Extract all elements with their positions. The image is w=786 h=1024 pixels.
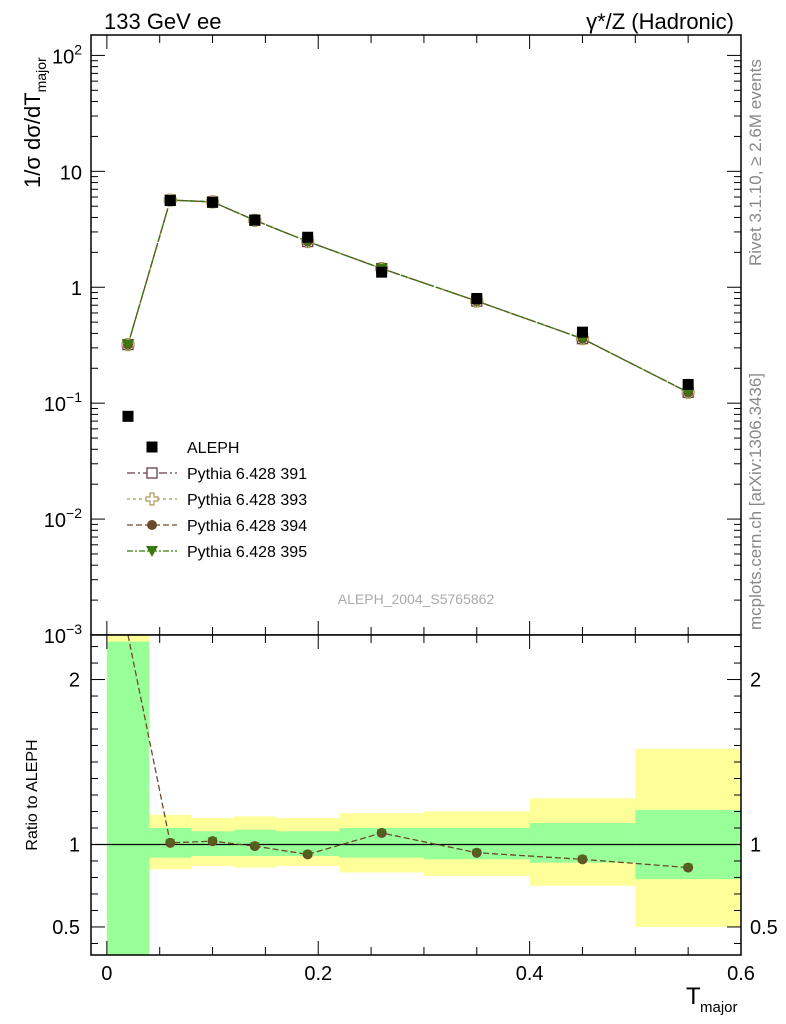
- data-point: [302, 231, 314, 243]
- main-ytick-label: 10−1: [44, 389, 82, 416]
- main-ytick-label: 10: [60, 162, 82, 184]
- legend-label: Pythia 6.428 395: [187, 544, 307, 561]
- legend-marker: [146, 467, 158, 479]
- data-point: [122, 410, 134, 422]
- svg-text:T: T: [686, 983, 701, 1010]
- data-point: [164, 195, 176, 207]
- data-point: [376, 266, 388, 278]
- legend-label: Pythia 6.428 394: [187, 518, 307, 535]
- legend-marker: [146, 546, 158, 557]
- xtick-label: 0.4: [516, 963, 544, 985]
- ratio-ytick-label: 1: [69, 834, 80, 856]
- ratio-point-overlay: [207, 837, 218, 847]
- legend-label: Pythia 6.428 391: [187, 466, 307, 483]
- series-point: [682, 387, 695, 399]
- legend-marker: [146, 441, 158, 453]
- xtick-label: 0: [101, 963, 112, 985]
- main-panel: 102 10 1 10−1 10−2 10−3 ALEPH Pythia 6.428 391 P…: [44, 34, 742, 648]
- band-inner: [106, 641, 150, 955]
- ratio-ytick-label-right: 0.5: [750, 917, 778, 939]
- svg-text:major: major: [700, 999, 738, 1016]
- series-point: [121, 339, 134, 351]
- ratio-point-overlay: [376, 828, 387, 838]
- ratio-ytick-label-right: 1: [750, 834, 761, 856]
- xtick-label: 0.6: [727, 963, 755, 985]
- ratio-point-overlay: [165, 838, 176, 848]
- ratio-point-overlay: [302, 850, 313, 860]
- legend-label: ALEPH: [187, 440, 239, 457]
- ratio-point-overlay: [683, 863, 694, 873]
- header-left-title: 133 GeV ee: [104, 9, 221, 34]
- ratio-point-overlay: [471, 848, 482, 858]
- header-right-title: γ*/Z (Hadronic): [586, 9, 734, 34]
- data-point: [207, 196, 219, 208]
- ratio-point-overlay: [577, 855, 588, 865]
- main-ytick-label: 1: [71, 278, 82, 300]
- legend-marker: [147, 520, 157, 530]
- main-ylabel: 1/σ dσ/dTmajor: [20, 57, 49, 188]
- xtick-label: 0.2: [304, 963, 332, 985]
- main-ytick-label: 10−3: [44, 621, 82, 648]
- ratio-line: [127, 634, 689, 869]
- analysis-id: ALEPH_2004_S5765862: [338, 591, 495, 607]
- data-point: [682, 378, 694, 390]
- ratio-ylabel: Ratio to ALEPH: [24, 739, 41, 850]
- main-ytick-label: 10−2: [44, 505, 82, 532]
- ratio-background: [91, 635, 741, 955]
- ratio-ytick-label: 0.5: [52, 917, 80, 939]
- data-point: [576, 326, 588, 338]
- data-point: [471, 292, 483, 304]
- legend-label: Pythia 6.428 393: [187, 492, 307, 509]
- series-line: [127, 199, 689, 393]
- main-ytick-label: 102: [52, 41, 82, 68]
- side-label-mcplots: mcplots.cern.ch [arXiv:1306.3436]: [746, 373, 765, 630]
- ratio-point-overlay: [249, 842, 260, 852]
- svg-text:1/σ dσ/dTmajor: 1/σ dσ/dTmajor: [20, 57, 49, 188]
- legend: ALEPH Pythia 6.428 391 Pythia 6.428 393 Pyt…: [127, 440, 307, 561]
- ratio-ytick-label: 2: [69, 670, 80, 692]
- legend-marker: [145, 492, 159, 506]
- ratio-xlabel: T major: [686, 983, 738, 1016]
- side-label-rivet: Rivet 3.1.10, ≥ 2.6M events: [746, 59, 765, 266]
- ratio-ytick-label-right: 2: [750, 670, 761, 692]
- data-point: [249, 214, 261, 226]
- ratio-panel: 2 2 1 1 0.5 0.5 0 0.2 0.4 0.6: [52, 634, 778, 985]
